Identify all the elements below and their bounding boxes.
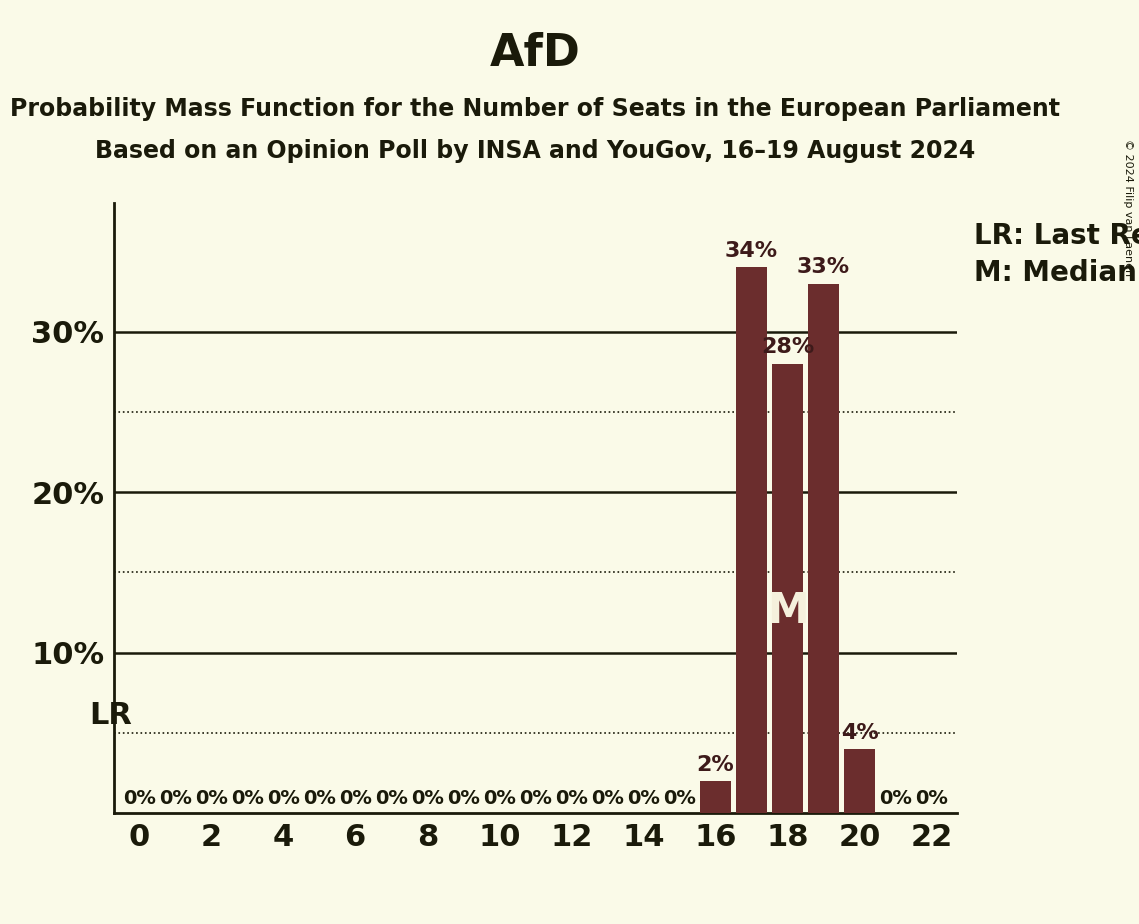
Text: 34%: 34% bbox=[724, 241, 778, 261]
Text: AfD: AfD bbox=[490, 32, 581, 76]
Text: © 2024 Filip van Laenen: © 2024 Filip van Laenen bbox=[1123, 139, 1133, 275]
Text: 0%: 0% bbox=[446, 789, 480, 808]
Text: 0%: 0% bbox=[663, 789, 696, 808]
Text: 0%: 0% bbox=[519, 789, 551, 808]
Text: 0%: 0% bbox=[879, 789, 912, 808]
Text: 0%: 0% bbox=[267, 789, 300, 808]
Text: 0%: 0% bbox=[338, 789, 371, 808]
Bar bbox=[809, 284, 838, 813]
Bar bbox=[844, 749, 875, 813]
Text: M: M bbox=[767, 590, 809, 632]
Text: 0%: 0% bbox=[303, 789, 336, 808]
Text: LR: LR bbox=[89, 701, 132, 730]
Text: 2%: 2% bbox=[697, 755, 735, 774]
Text: 0%: 0% bbox=[411, 789, 444, 808]
Text: 0%: 0% bbox=[626, 789, 659, 808]
Text: 0%: 0% bbox=[158, 789, 191, 808]
Text: 0%: 0% bbox=[591, 789, 624, 808]
Text: 0%: 0% bbox=[231, 789, 263, 808]
Text: M: Median: M: Median bbox=[974, 259, 1137, 286]
Text: 0%: 0% bbox=[375, 789, 408, 808]
Text: 28%: 28% bbox=[761, 337, 814, 358]
Text: 0%: 0% bbox=[195, 789, 228, 808]
Bar bbox=[700, 781, 731, 813]
Bar bbox=[736, 267, 767, 813]
Text: Probability Mass Function for the Number of Seats in the European Parliament: Probability Mass Function for the Number… bbox=[10, 97, 1060, 121]
Text: Based on an Opinion Poll by INSA and YouGov, 16–19 August 2024: Based on an Opinion Poll by INSA and You… bbox=[96, 139, 975, 163]
Text: 0%: 0% bbox=[915, 789, 948, 808]
Text: 33%: 33% bbox=[797, 257, 850, 277]
Text: 4%: 4% bbox=[841, 723, 878, 743]
Text: 0%: 0% bbox=[483, 789, 516, 808]
Bar bbox=[772, 364, 803, 813]
Text: 0%: 0% bbox=[123, 789, 156, 808]
Text: LR: Last Result: LR: Last Result bbox=[974, 222, 1139, 249]
Text: 0%: 0% bbox=[555, 789, 588, 808]
